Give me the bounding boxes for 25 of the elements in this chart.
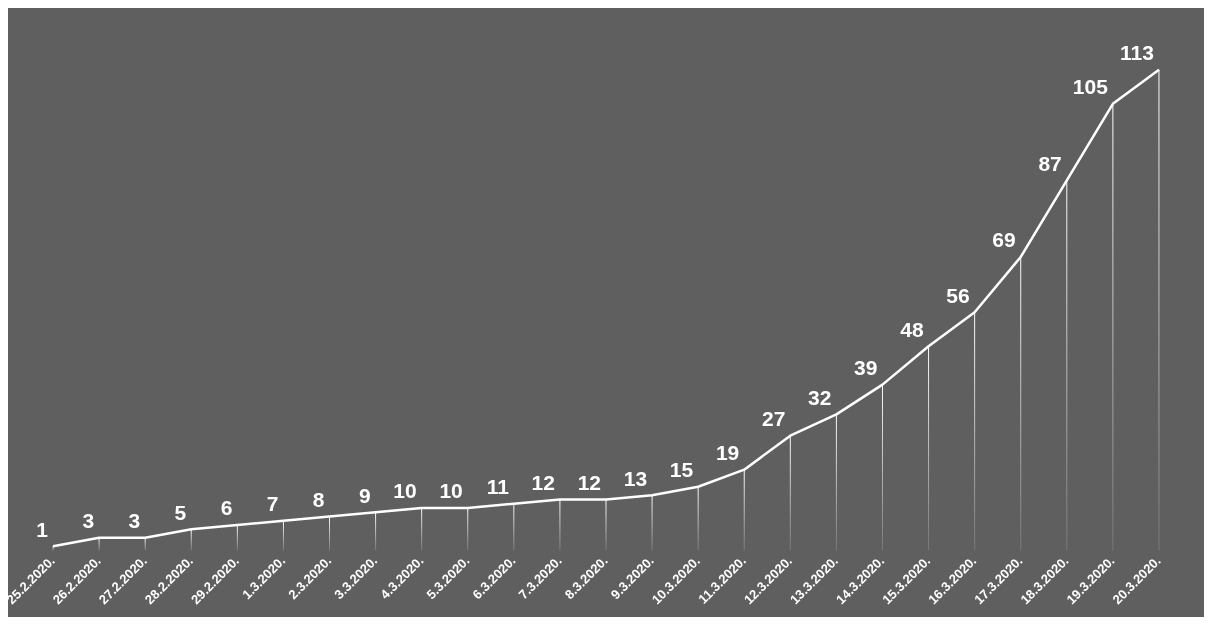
data-label: 27 <box>761 406 786 430</box>
data-label: 3 <box>82 509 95 533</box>
data-label: 113 <box>1120 41 1154 65</box>
data-label: 32 <box>808 385 832 409</box>
data-label: 15 <box>669 458 694 481</box>
data-label: 1 <box>36 517 49 541</box>
data-label: 10 <box>393 479 417 503</box>
data-label: 10 <box>439 479 463 503</box>
data-label: 39 <box>854 355 878 379</box>
data-label: 12 <box>531 470 555 494</box>
data-label: 11 <box>486 475 510 499</box>
data-label: 69 <box>992 228 1016 252</box>
data-label: 6 <box>220 496 233 520</box>
data-label: 48 <box>900 317 924 341</box>
data-label: 7 <box>266 492 279 516</box>
data-label: 13 <box>623 466 648 490</box>
data-label: 8 <box>312 487 325 511</box>
data-label: 3 <box>128 509 141 533</box>
data-label: 12 <box>577 470 601 494</box>
data-label: 56 <box>946 283 970 307</box>
data-label: 19 <box>715 440 740 464</box>
data-label: 105 <box>1072 75 1109 99</box>
data-label: 9 <box>358 483 371 507</box>
data-label: 5 <box>174 500 187 524</box>
data-label: 87 <box>1038 151 1062 175</box>
